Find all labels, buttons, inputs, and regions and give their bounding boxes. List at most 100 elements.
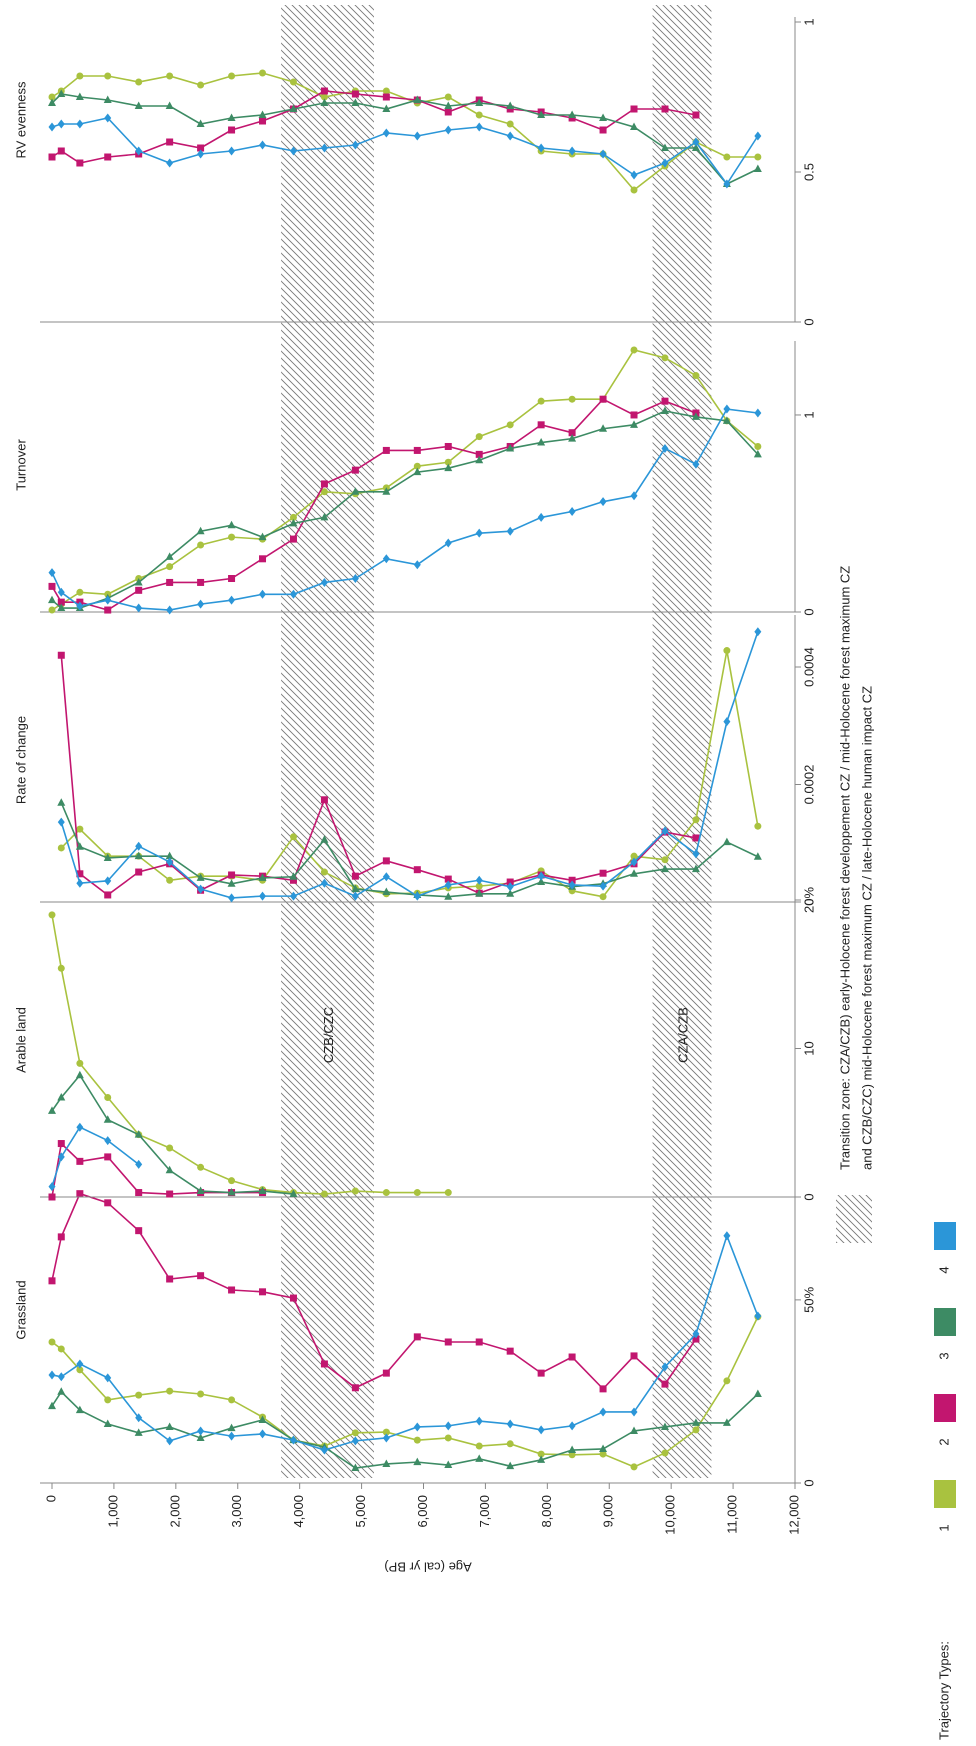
point xyxy=(630,170,638,180)
series-line xyxy=(51,914,449,1195)
point xyxy=(506,882,514,892)
zone-note: Transition zone: CZA/CZB) early-Holocene… xyxy=(837,566,852,1170)
point xyxy=(537,871,545,881)
point xyxy=(57,89,66,97)
point xyxy=(599,881,607,891)
point xyxy=(475,450,483,458)
series-line xyxy=(51,117,759,186)
point xyxy=(351,1429,359,1437)
point xyxy=(413,446,421,454)
point xyxy=(57,844,65,852)
point xyxy=(166,1144,174,1152)
zone-label: CZB/CZC xyxy=(321,1007,336,1063)
point xyxy=(258,1415,267,1424)
point xyxy=(57,1152,65,1162)
point xyxy=(506,878,514,886)
point xyxy=(76,159,84,167)
point xyxy=(103,1115,112,1123)
point xyxy=(76,878,84,888)
point xyxy=(289,872,298,880)
point xyxy=(289,535,297,543)
point xyxy=(57,603,66,612)
point xyxy=(289,833,297,841)
point xyxy=(630,346,638,354)
point xyxy=(320,488,328,496)
point xyxy=(475,122,483,132)
point xyxy=(692,849,700,859)
point xyxy=(57,1387,66,1395)
point xyxy=(753,164,762,172)
point xyxy=(228,595,236,605)
point xyxy=(444,1434,452,1442)
point xyxy=(723,1231,731,1241)
point xyxy=(57,1372,65,1382)
point xyxy=(197,144,205,152)
point xyxy=(48,1370,56,1380)
point xyxy=(444,880,452,890)
point xyxy=(444,875,452,883)
point xyxy=(692,1426,700,1434)
point xyxy=(228,533,236,541)
point xyxy=(104,876,112,886)
point xyxy=(568,110,577,118)
point xyxy=(537,143,545,153)
point xyxy=(320,87,328,95)
point xyxy=(568,507,576,517)
point xyxy=(351,98,360,106)
y-tick-label: 0 xyxy=(801,1193,816,1200)
point xyxy=(382,104,391,112)
point xyxy=(258,110,267,118)
point xyxy=(722,1418,731,1426)
point xyxy=(166,1387,174,1395)
point xyxy=(48,595,56,604)
point xyxy=(351,574,359,584)
point xyxy=(166,138,174,146)
point xyxy=(57,798,66,806)
point xyxy=(444,1189,452,1197)
point xyxy=(568,876,576,884)
point xyxy=(754,153,762,161)
point xyxy=(630,105,638,113)
series-line xyxy=(51,72,758,192)
legend-label: 3 xyxy=(936,1352,951,1359)
point xyxy=(753,852,762,860)
point xyxy=(475,1416,483,1426)
point xyxy=(166,857,174,867)
y-tick-label: 20% xyxy=(801,887,816,913)
panel-title: Turnover xyxy=(13,439,28,491)
point xyxy=(444,892,453,900)
point xyxy=(691,864,700,873)
point xyxy=(289,518,298,527)
point xyxy=(196,873,205,881)
point xyxy=(76,1366,84,1374)
legend-label: 4 xyxy=(936,1266,951,1273)
series-line xyxy=(51,408,758,611)
x-tick-label: 7,000 xyxy=(477,1495,492,1528)
point xyxy=(661,443,669,453)
x-tick-label: 2,000 xyxy=(167,1495,182,1528)
point xyxy=(166,1275,174,1283)
point xyxy=(444,1421,452,1431)
point xyxy=(166,578,174,586)
point xyxy=(197,81,205,89)
legend-swatch xyxy=(934,1480,956,1508)
point xyxy=(57,1233,65,1241)
point xyxy=(351,1463,360,1471)
point xyxy=(197,541,205,549)
point xyxy=(661,1362,669,1372)
point xyxy=(135,868,143,876)
point xyxy=(382,487,391,495)
point xyxy=(537,1455,546,1463)
point xyxy=(166,605,174,615)
point xyxy=(258,1186,267,1195)
point xyxy=(351,140,359,150)
panel-title: RV evenness xyxy=(13,81,28,159)
series-line xyxy=(51,1316,759,1468)
series-line xyxy=(51,1233,759,1451)
panel-title: Arable land xyxy=(13,1007,28,1073)
point xyxy=(444,458,452,466)
y-tick-label: 1 xyxy=(801,411,816,418)
point xyxy=(351,872,359,880)
point xyxy=(48,98,56,106)
point xyxy=(413,1333,421,1341)
